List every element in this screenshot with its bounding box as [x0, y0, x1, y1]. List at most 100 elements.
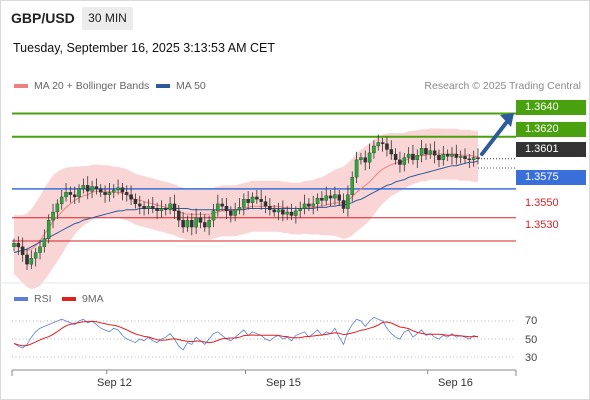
research-credit: Research © 2025 Trading Central — [424, 80, 581, 92]
candle-body-33 — [155, 208, 159, 212]
candle-body-68 — [307, 203, 311, 207]
candle-body-76 — [341, 200, 346, 209]
candle-body-105 — [467, 158, 472, 161]
candle-body-61 — [276, 209, 281, 213]
candle-body-99 — [441, 153, 446, 161]
candle-body-96 — [428, 150, 433, 155]
candle-body-107 — [476, 157, 480, 159]
candle-body-89 — [398, 159, 402, 165]
legend-ma50-swatch — [156, 84, 170, 88]
candle-body-100 — [445, 153, 450, 157]
legend-ma20: MA 20 + Bollinger Bands — [14, 80, 149, 92]
candle-body-4 — [29, 258, 34, 265]
candle-body-60 — [272, 209, 276, 213]
candle-body-35 — [164, 208, 168, 210]
candle-body-91 — [406, 153, 411, 158]
candle-body-18 — [90, 186, 94, 192]
candle-body-34 — [159, 208, 164, 212]
legend-9ma-label: 9MA — [82, 293, 104, 305]
timestamp: Tuesday, September 16, 2025 3:13:53 AM C… — [13, 41, 275, 55]
level-tag-1-3640: 1.3640 — [516, 100, 586, 115]
rsi-9ma-line — [13, 320, 479, 347]
legend-rsi-swatch — [14, 297, 28, 301]
candle-body-93 — [415, 155, 420, 161]
candle-body-65 — [294, 210, 298, 216]
candle-body-0 — [12, 243, 16, 247]
candle-body-44 — [203, 222, 207, 228]
candle-body-21 — [103, 192, 107, 195]
candle-body-56 — [255, 196, 259, 200]
candle-body-104 — [463, 156, 467, 159]
x-tick-sep-12: Sep 12 — [97, 377, 132, 389]
candle-body-57 — [259, 199, 263, 202]
candle-body-95 — [424, 148, 428, 155]
candle-body-19 — [94, 186, 99, 189]
candle-body-97 — [432, 150, 437, 156]
candle-body-84 — [376, 142, 381, 147]
candle-body-101 — [450, 153, 454, 157]
legend-ma50: MA 50 — [156, 80, 206, 92]
candle-body-12 — [64, 192, 68, 198]
candle-body-14 — [72, 194, 77, 198]
forecast-arrow-head — [500, 113, 514, 128]
legend-ma20-swatch — [14, 84, 28, 88]
candle-body-102 — [454, 153, 459, 158]
candle-body-2 — [20, 246, 25, 256]
candle-body-103 — [458, 156, 463, 158]
candle-body-30 — [142, 206, 146, 209]
legend-9ma-swatch — [62, 297, 76, 301]
candle-body-85 — [380, 142, 385, 144]
candle-body-86 — [385, 143, 389, 150]
candle-body-69 — [311, 203, 315, 207]
candle-body-32 — [151, 206, 155, 209]
candle-body-59 — [268, 206, 272, 210]
candle-body-50 — [229, 210, 233, 216]
candle-body-45 — [207, 219, 211, 228]
candle-body-62 — [281, 209, 285, 215]
candle-body-39 — [181, 219, 185, 228]
x-tick-sep-15: Sep 15 — [266, 377, 301, 389]
candle-body-83 — [372, 145, 376, 154]
candle-body-42 — [194, 217, 198, 228]
level-tag-last-price: 1.3601 — [516, 142, 586, 157]
forecast-arrow-shaft — [480, 121, 508, 157]
rsi-tick-30: 30 — [525, 352, 538, 364]
candle-body-66 — [298, 208, 302, 212]
candle-body-58 — [263, 201, 268, 207]
candle-body-25 — [120, 187, 125, 193]
candle-body-64 — [289, 211, 294, 216]
candle-body-41 — [190, 219, 194, 228]
candle-body-79 — [354, 159, 359, 178]
legend-ma20-label: MA 20 + Bollinger Bands — [34, 80, 150, 92]
candle-body-106 — [471, 157, 476, 161]
candle-body-80 — [359, 157, 363, 161]
candle-body-88 — [393, 153, 398, 161]
candle-body-10 — [55, 203, 60, 213]
candle-body-78 — [350, 177, 354, 195]
candle-body-27 — [129, 194, 133, 200]
candle-body-13 — [68, 192, 73, 195]
candle-body-7 — [42, 238, 47, 247]
candle-body-8 — [46, 219, 51, 239]
candle-body-51 — [233, 209, 237, 216]
level-tag-1-3550: 1.3550 — [525, 197, 559, 209]
candle-body-63 — [285, 211, 289, 215]
candle-body-48 — [220, 203, 224, 207]
level-tag-1-3530: 1.3530 — [525, 219, 559, 231]
level-tag-1-3575: 1.3575 — [516, 170, 586, 185]
candle-body-43 — [198, 217, 203, 223]
candle-body-6 — [38, 246, 42, 253]
candle-body-40 — [185, 219, 190, 228]
candle-body-71 — [320, 197, 324, 201]
candle-body-82 — [367, 152, 372, 163]
candle-body-92 — [411, 153, 415, 161]
candle-body-90 — [402, 157, 407, 165]
timeframe-button[interactable]: 30 MIN — [82, 7, 133, 30]
candle-body-75 — [337, 194, 341, 201]
candle-body-11 — [59, 196, 64, 205]
candle-body-3 — [25, 254, 29, 265]
candle-body-36 — [168, 203, 172, 210]
candle-body-26 — [124, 192, 129, 195]
candle-body-24 — [116, 187, 120, 191]
